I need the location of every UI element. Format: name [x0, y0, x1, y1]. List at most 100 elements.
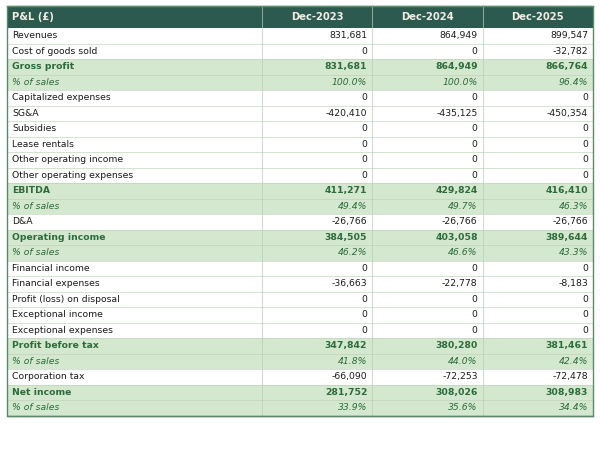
Text: 42.4%: 42.4%: [559, 357, 588, 366]
Text: 0: 0: [361, 295, 367, 304]
Text: 416,410: 416,410: [545, 186, 588, 195]
Text: 0: 0: [361, 93, 367, 102]
Text: 0: 0: [472, 295, 478, 304]
Text: 0: 0: [472, 155, 478, 164]
Text: -72,253: -72,253: [442, 372, 478, 381]
Text: 0: 0: [582, 295, 588, 304]
Bar: [7, 214, 593, 229]
Text: -26,766: -26,766: [332, 217, 367, 226]
Bar: [7, 354, 593, 369]
Text: 864,949: 864,949: [435, 62, 478, 71]
Text: 0: 0: [582, 326, 588, 335]
Text: 0: 0: [472, 93, 478, 102]
Text: 35.6%: 35.6%: [448, 403, 478, 412]
Bar: [7, 168, 593, 183]
Text: 41.8%: 41.8%: [338, 357, 367, 366]
Text: 0: 0: [582, 171, 588, 180]
Bar: [7, 183, 593, 198]
Text: 49.7%: 49.7%: [448, 202, 478, 211]
Text: Exceptional income: Exceptional income: [12, 310, 103, 319]
Text: 46.3%: 46.3%: [559, 202, 588, 211]
Text: 403,058: 403,058: [435, 233, 478, 242]
Bar: [7, 261, 593, 276]
Text: 308,026: 308,026: [435, 388, 478, 397]
Bar: [7, 369, 593, 385]
Text: -22,778: -22,778: [442, 279, 478, 288]
Text: -32,782: -32,782: [553, 47, 588, 56]
Text: 384,505: 384,505: [325, 233, 367, 242]
Text: 899,547: 899,547: [550, 31, 588, 40]
Text: 0: 0: [582, 310, 588, 319]
Text: Exceptional expenses: Exceptional expenses: [12, 326, 113, 335]
Text: 0: 0: [361, 47, 367, 56]
Bar: [7, 75, 593, 90]
Text: -26,766: -26,766: [442, 217, 478, 226]
Bar: [7, 59, 593, 75]
Text: 0: 0: [472, 310, 478, 319]
Text: SG&A: SG&A: [12, 109, 38, 118]
Text: 46.6%: 46.6%: [448, 248, 478, 257]
Text: 866,764: 866,764: [545, 62, 588, 71]
Text: 389,644: 389,644: [545, 233, 588, 242]
Text: 831,681: 831,681: [329, 31, 367, 40]
Text: Other operating income: Other operating income: [12, 155, 123, 164]
Text: Capitalized expenses: Capitalized expenses: [12, 93, 111, 102]
Text: % of sales: % of sales: [12, 78, 59, 87]
Text: Subsidies: Subsidies: [12, 124, 56, 133]
Bar: [7, 136, 593, 152]
Text: 33.9%: 33.9%: [338, 403, 367, 412]
Text: 347,842: 347,842: [325, 341, 367, 350]
Text: 308,983: 308,983: [545, 388, 588, 397]
Bar: [7, 229, 593, 245]
Text: -66,090: -66,090: [332, 372, 367, 381]
Bar: [7, 152, 593, 168]
Text: -420,410: -420,410: [326, 109, 367, 118]
Text: -72,478: -72,478: [553, 372, 588, 381]
Text: 0: 0: [361, 124, 367, 133]
Text: 0: 0: [582, 124, 588, 133]
Text: % of sales: % of sales: [12, 403, 59, 412]
Text: 34.4%: 34.4%: [559, 403, 588, 412]
Bar: [7, 400, 593, 415]
Text: 0: 0: [361, 140, 367, 149]
Bar: [7, 198, 593, 214]
Bar: [7, 307, 593, 322]
Text: 0: 0: [582, 264, 588, 273]
Text: % of sales: % of sales: [12, 202, 59, 211]
Bar: [7, 385, 593, 400]
Text: Dec-2024: Dec-2024: [401, 12, 454, 22]
Text: 411,271: 411,271: [325, 186, 367, 195]
Text: D&A: D&A: [12, 217, 32, 226]
Text: Corporation tax: Corporation tax: [12, 372, 85, 381]
Text: 0: 0: [361, 326, 367, 335]
Bar: [7, 338, 593, 354]
Text: -435,125: -435,125: [436, 109, 478, 118]
Text: 44.0%: 44.0%: [448, 357, 478, 366]
Text: Financial expenses: Financial expenses: [12, 279, 100, 288]
Bar: [7, 276, 593, 291]
Text: 46.2%: 46.2%: [338, 248, 367, 257]
Bar: [7, 245, 593, 261]
Bar: [7, 105, 593, 121]
Text: Dec-2023: Dec-2023: [291, 12, 343, 22]
Text: 0: 0: [472, 47, 478, 56]
Text: 0: 0: [361, 264, 367, 273]
Bar: [7, 121, 593, 136]
Text: Lease rentals: Lease rentals: [12, 140, 74, 149]
Text: 429,824: 429,824: [435, 186, 478, 195]
Text: 0: 0: [361, 310, 367, 319]
Text: 831,681: 831,681: [325, 62, 367, 71]
Bar: [7, 90, 593, 105]
Text: 0: 0: [472, 140, 478, 149]
Text: 96.4%: 96.4%: [559, 78, 588, 87]
Text: Financial income: Financial income: [12, 264, 89, 273]
Text: 100.0%: 100.0%: [332, 78, 367, 87]
Bar: [7, 291, 593, 307]
Text: P&L (£): P&L (£): [12, 12, 54, 22]
Bar: [7, 322, 593, 338]
Bar: [7, 28, 593, 44]
Text: % of sales: % of sales: [12, 357, 59, 366]
Text: Other operating expenses: Other operating expenses: [12, 171, 133, 180]
Text: 380,280: 380,280: [435, 341, 478, 350]
Text: Revenues: Revenues: [12, 31, 58, 40]
